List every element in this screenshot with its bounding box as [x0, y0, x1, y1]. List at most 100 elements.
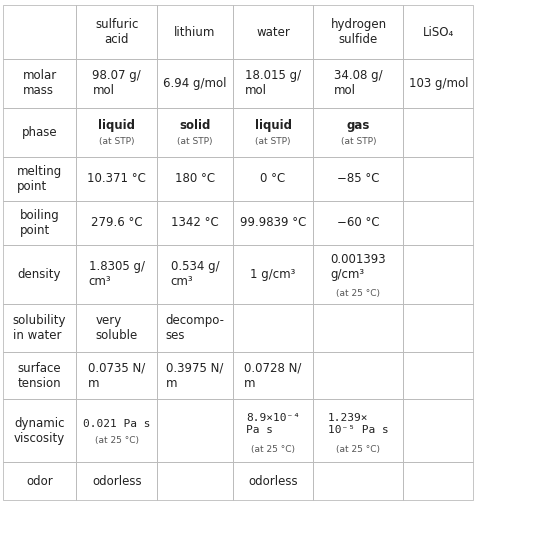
Bar — [157, 157, 233, 201]
Text: 0.0728 N/
m: 0.0728 N/ m — [244, 362, 302, 390]
Text: phase: phase — [22, 126, 57, 139]
Bar — [403, 108, 473, 157]
Bar — [313, 352, 403, 399]
Bar — [157, 59, 233, 108]
Text: 1342 °C: 1342 °C — [171, 216, 219, 229]
Bar — [3, 304, 76, 352]
Bar — [3, 59, 76, 108]
Bar — [157, 245, 233, 304]
Bar — [157, 201, 233, 245]
Bar — [313, 59, 403, 108]
Bar — [313, 108, 403, 157]
Text: (at STP): (at STP) — [341, 137, 376, 146]
Bar — [76, 352, 157, 399]
Text: density: density — [18, 268, 61, 281]
Text: decompo-
ses: decompo- ses — [165, 315, 224, 342]
Bar — [313, 399, 403, 462]
Text: sulfuric
acid: sulfuric acid — [95, 18, 139, 46]
Text: odorless: odorless — [92, 475, 141, 488]
Bar — [233, 108, 313, 157]
Text: molar
mass: molar mass — [22, 69, 57, 97]
Bar — [3, 399, 76, 462]
Text: lithium: lithium — [174, 26, 216, 38]
Text: 180 °C: 180 °C — [175, 172, 215, 185]
Text: 0.534 g/
cm³: 0.534 g/ cm³ — [170, 261, 219, 288]
Bar — [313, 245, 403, 304]
Text: (at STP): (at STP) — [255, 137, 291, 146]
Text: 1 g/cm³: 1 g/cm³ — [250, 268, 296, 281]
Text: solubility
in water: solubility in water — [13, 315, 66, 342]
Bar — [76, 304, 157, 352]
Text: (at 25 °C): (at 25 °C) — [251, 445, 295, 454]
Bar — [157, 352, 233, 399]
Bar — [403, 399, 473, 462]
Text: 8.9×10⁻⁴
Pa s: 8.9×10⁻⁴ Pa s — [246, 413, 300, 435]
Bar — [233, 59, 313, 108]
Text: solid: solid — [179, 119, 211, 132]
Bar — [76, 157, 157, 201]
Bar — [3, 108, 76, 157]
Text: very
soluble: very soluble — [96, 315, 138, 342]
Text: 98.07 g/
mol: 98.07 g/ mol — [92, 69, 141, 97]
Bar — [233, 304, 313, 352]
Bar — [3, 157, 76, 201]
Text: water: water — [256, 26, 290, 38]
Bar — [233, 399, 313, 462]
Text: (at 25 °C): (at 25 °C) — [95, 436, 139, 445]
Text: 0.021 Pa s: 0.021 Pa s — [83, 419, 151, 429]
Text: odor: odor — [26, 475, 53, 488]
Text: 1.239×
10⁻⁵ Pa s: 1.239× 10⁻⁵ Pa s — [328, 413, 389, 435]
Bar — [403, 245, 473, 304]
Bar — [157, 399, 233, 462]
Bar — [76, 108, 157, 157]
Bar — [76, 5, 157, 59]
Bar — [233, 5, 313, 59]
Bar — [76, 201, 157, 245]
Text: (at 25 °C): (at 25 °C) — [336, 445, 381, 454]
Text: (at STP): (at STP) — [99, 137, 135, 146]
Text: hydrogen
sulfide: hydrogen sulfide — [330, 18, 387, 46]
Bar — [403, 304, 473, 352]
Text: 6.94 g/mol: 6.94 g/mol — [163, 77, 227, 90]
Bar — [403, 462, 473, 500]
Text: 0 °C: 0 °C — [260, 172, 286, 185]
Text: −60 °C: −60 °C — [337, 216, 380, 229]
Text: 1.8305 g/
cm³: 1.8305 g/ cm³ — [89, 261, 145, 288]
Bar — [3, 201, 76, 245]
Bar — [157, 108, 233, 157]
Bar — [403, 352, 473, 399]
Text: LiSO₄: LiSO₄ — [423, 26, 454, 38]
Text: 0.001393
g/cm³: 0.001393 g/cm³ — [331, 253, 386, 281]
Text: boiling
point: boiling point — [20, 209, 60, 237]
Bar — [233, 462, 313, 500]
Text: 103 g/mol: 103 g/mol — [409, 77, 468, 90]
Bar — [3, 352, 76, 399]
Text: melting
point: melting point — [17, 165, 62, 193]
Text: liquid: liquid — [254, 119, 292, 132]
Bar — [76, 399, 157, 462]
Bar — [233, 201, 313, 245]
Bar — [403, 157, 473, 201]
Bar — [233, 352, 313, 399]
Bar — [233, 245, 313, 304]
Text: (at 25 °C): (at 25 °C) — [336, 289, 381, 298]
Bar — [313, 304, 403, 352]
Text: −85 °C: −85 °C — [337, 172, 379, 185]
Text: 99.9839 °C: 99.9839 °C — [240, 216, 306, 229]
Bar — [313, 201, 403, 245]
Bar — [313, 462, 403, 500]
Text: odorless: odorless — [248, 475, 298, 488]
Text: 0.0735 N/
m: 0.0735 N/ m — [88, 362, 145, 390]
Text: surface
tension: surface tension — [18, 362, 61, 390]
Bar — [76, 245, 157, 304]
Bar — [3, 462, 76, 500]
Bar — [313, 5, 403, 59]
Bar — [76, 462, 157, 500]
Bar — [3, 5, 76, 59]
Bar — [313, 157, 403, 201]
Text: 279.6 °C: 279.6 °C — [91, 216, 143, 229]
Text: liquid: liquid — [98, 119, 135, 132]
Bar — [403, 5, 473, 59]
Bar — [157, 5, 233, 59]
Text: 18.015 g/
mol: 18.015 g/ mol — [245, 69, 301, 97]
